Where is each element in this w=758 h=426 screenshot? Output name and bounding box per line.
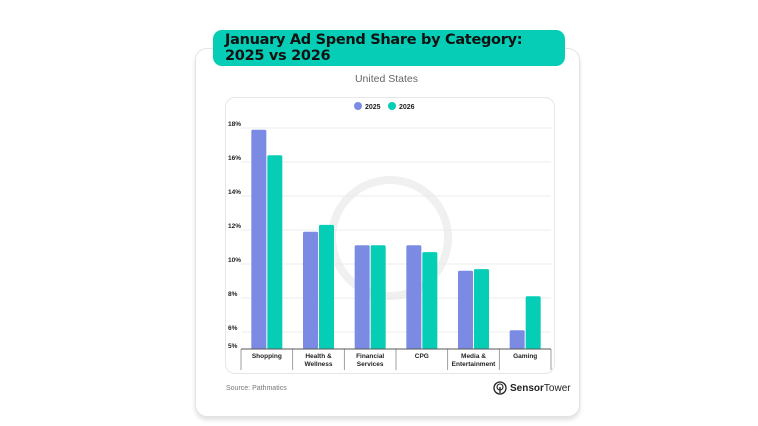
x-tick-label: Entertainment (452, 361, 497, 368)
sensor-tower-icon (493, 381, 507, 395)
x-tick-label: Wellness (304, 361, 332, 368)
legend-swatch (354, 102, 362, 110)
bar-2026 (422, 252, 438, 349)
chart-title: January Ad Spend Share by Category: 2025… (213, 30, 565, 66)
x-tick-label: Services (357, 361, 384, 368)
bar-2026 (267, 155, 283, 349)
bar-2025 (458, 270, 473, 349)
x-tick-label: Shopping (252, 353, 282, 360)
bar-2026 (525, 296, 541, 349)
y-tick-label: 14% (228, 189, 241, 196)
y-tick-label: 18% (228, 121, 241, 128)
plot-frame (225, 97, 555, 374)
y-tick-label: 6% (228, 325, 238, 332)
x-tick-label: Health & (305, 353, 332, 360)
legend-label: 2025 (365, 104, 381, 111)
bar-2026 (474, 269, 489, 349)
x-tick-label: Gaming (513, 353, 537, 360)
y-tick-label: 10% (228, 257, 241, 264)
y-tick-label: 16% (228, 155, 241, 162)
bar-2025 (303, 231, 318, 349)
sensor-tower-logo: Sensor Tower (493, 381, 571, 395)
bar-2026 (370, 245, 386, 349)
bar-2026 (319, 224, 334, 349)
legend-swatch (388, 102, 396, 110)
brand-regular: Tower (543, 382, 571, 394)
x-tick-label: Financial (356, 353, 384, 360)
bar-2025 (354, 245, 370, 349)
legend-label: 2026 (399, 104, 415, 111)
y-tick-label: 5% (228, 343, 238, 350)
brand-bold: Sensor (510, 382, 544, 394)
chart-subtitle: United States (354, 73, 419, 85)
bar-2025 (251, 129, 267, 349)
x-tick-label: Media & (461, 353, 486, 360)
bar-2025 (406, 245, 422, 349)
source-note: Source: Pathmatics (226, 385, 287, 392)
y-tick-label: 12% (228, 223, 241, 230)
bar-2025 (509, 330, 525, 349)
y-tick-label: 8% (228, 291, 238, 298)
x-tick-label: CPG (415, 353, 429, 360)
